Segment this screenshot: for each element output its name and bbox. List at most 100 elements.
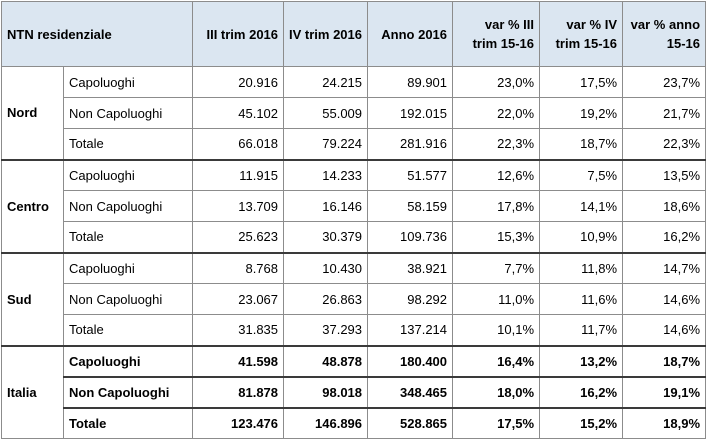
- cell: 23,0%: [452, 66, 541, 98]
- cell: 55.009: [283, 97, 369, 129]
- header-row: NTN residenziale III trim 2016 IV trim 2…: [0, 1, 706, 67]
- cell: 13,2%: [539, 344, 624, 377]
- cell: 23,7%: [622, 66, 706, 98]
- table-row: Nord Capoluoghi 20.916 24.215 89.901 23,…: [1, 66, 706, 160]
- table-row: Non Capoluoghi 13.709 16.146 58.159 17,8…: [2, 190, 706, 222]
- cell: 18,7%: [539, 128, 624, 160]
- table-row: Non Capoluoghi 23.067 26.863 98.292 11,0…: [2, 283, 706, 315]
- cell: 15,3%: [452, 221, 541, 253]
- row-label: Totale: [62, 406, 194, 439]
- table-row: Totale 66.018 79.224 281.916 22,3% 18,7%…: [2, 128, 706, 160]
- cell: 25.623: [192, 221, 285, 253]
- cell: 41.598: [192, 344, 285, 377]
- cell: 14,7%: [622, 251, 706, 284]
- cell: 10.430: [283, 251, 369, 284]
- cell: 17,8%: [452, 190, 541, 222]
- cell: 14,6%: [622, 314, 706, 346]
- cell: 14.233: [283, 158, 369, 191]
- cell: 66.018: [192, 128, 285, 160]
- cell: 22,3%: [622, 128, 706, 160]
- row-label: Non Capoluoghi: [62, 97, 194, 129]
- cell: 15,2%: [539, 406, 624, 439]
- table-row: Non Capoluoghi 81.878 98.018 348.465 18,…: [2, 375, 706, 408]
- group-label: Centro: [1, 158, 64, 253]
- cell: 89.901: [367, 66, 454, 98]
- cell: 22,3%: [452, 128, 541, 160]
- cell: 7,7%: [452, 251, 541, 284]
- row-label: Capoluoghi: [62, 158, 194, 191]
- cell: 11,0%: [452, 283, 541, 315]
- cell: 11,7%: [539, 314, 624, 346]
- table-row: Centro Capoluoghi 11.915 14.233 51.577 1…: [1, 158, 706, 253]
- table-title: NTN residenziale: [0, 1, 194, 67]
- cell: 348.465: [367, 375, 454, 408]
- cell: 22,0%: [452, 97, 541, 129]
- cell: 18,9%: [622, 406, 706, 439]
- row-label: Capoluoghi: [62, 344, 194, 377]
- cell: 11.915: [192, 158, 285, 191]
- cell: 20.916: [192, 66, 285, 98]
- row-label: Non Capoluoghi: [62, 190, 194, 222]
- header-q4-2016: IV trim 2016: [283, 1, 369, 67]
- group-label: Nord: [1, 66, 64, 160]
- group-label: Italia: [1, 344, 64, 439]
- cell: 16.146: [283, 190, 369, 222]
- cell: 11,8%: [539, 251, 624, 284]
- cell: 11,6%: [539, 283, 624, 315]
- cell: 8.768: [192, 251, 285, 284]
- cell: 14,1%: [539, 190, 624, 222]
- header-var-year: var % anno 15-16: [622, 1, 706, 67]
- table-row: Sud Capoluoghi 8.768 10.430 38.921 7,7% …: [1, 251, 706, 346]
- cell: 18,0%: [452, 375, 541, 408]
- table-row: Totale 25.623 30.379 109.736 15,3% 10,9%…: [2, 221, 706, 253]
- cell: 21,7%: [622, 97, 706, 129]
- cell: 51.577: [367, 158, 454, 191]
- cell: 48.878: [283, 344, 369, 377]
- cell: 123.476: [192, 406, 285, 439]
- row-label: Non Capoluoghi: [62, 375, 194, 408]
- header-var-q4: var % IV trim 15-16: [539, 1, 624, 67]
- cell: 17,5%: [452, 406, 541, 439]
- cell: 180.400: [367, 344, 454, 377]
- cell: 13.709: [192, 190, 285, 222]
- row-label: Totale: [62, 221, 194, 253]
- cell: 137.214: [367, 314, 454, 346]
- cell: 79.224: [283, 128, 369, 160]
- cell: 19,2%: [539, 97, 624, 129]
- cell: 528.865: [367, 406, 454, 439]
- cell: 109.736: [367, 221, 454, 253]
- cell: 18,6%: [622, 190, 706, 222]
- cell: 10,9%: [539, 221, 624, 253]
- cell: 31.835: [192, 314, 285, 346]
- row-label: Capoluoghi: [62, 66, 194, 98]
- cell: 98.292: [367, 283, 454, 315]
- cell: 7,5%: [539, 158, 624, 191]
- table-row: Totale 31.835 37.293 137.214 10,1% 11,7%…: [2, 314, 706, 346]
- cell: 10,1%: [452, 314, 541, 346]
- row-label: Totale: [62, 314, 194, 346]
- cell: 19,1%: [622, 375, 706, 408]
- cell: 38.921: [367, 251, 454, 284]
- cell: 17,5%: [539, 66, 624, 98]
- table-row: Totale 123.476 146.896 528.865 17,5% 15,…: [2, 406, 706, 439]
- cell: 14,6%: [622, 283, 706, 315]
- cell: 16,2%: [622, 221, 706, 253]
- cell: 18,7%: [622, 344, 706, 377]
- table-row: Italia Capoluoghi 41.598 48.878 180.400 …: [1, 344, 706, 439]
- cell: 281.916: [367, 128, 454, 160]
- cell: 58.159: [367, 190, 454, 222]
- row-label: Non Capoluoghi: [62, 283, 194, 315]
- row-label: Capoluoghi: [62, 251, 194, 284]
- cell: 12,6%: [452, 158, 541, 191]
- cell: 24.215: [283, 66, 369, 98]
- cell: 23.067: [192, 283, 285, 315]
- cell: 45.102: [192, 97, 285, 129]
- cell: 26.863: [283, 283, 369, 315]
- cell: 81.878: [192, 375, 285, 408]
- header-q3-2016: III trim 2016: [192, 1, 285, 67]
- row-label: Totale: [62, 128, 194, 160]
- cell: 37.293: [283, 314, 369, 346]
- cell: 16,4%: [452, 344, 541, 377]
- header-year-2016: Anno 2016: [367, 1, 454, 67]
